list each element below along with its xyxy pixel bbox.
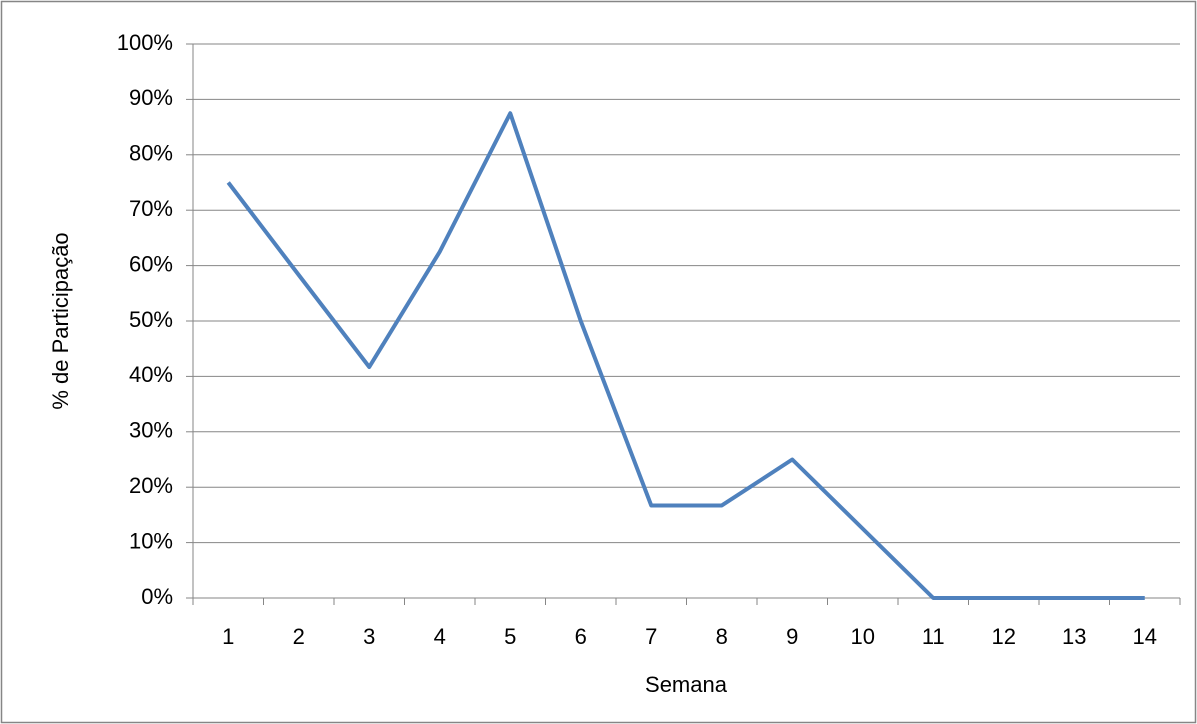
y-tick-label: 50% (129, 307, 173, 332)
y-tick-label: 40% (129, 362, 173, 387)
y-tick-label: 30% (129, 418, 173, 443)
x-tick-label: 9 (786, 624, 798, 649)
x-tick-label: 12 (992, 624, 1016, 649)
x-tick-label: 11 (922, 624, 945, 649)
y-tick-label: 90% (129, 85, 173, 110)
x-tick-label: 14 (1133, 624, 1157, 649)
x-tick-label: 3 (363, 624, 375, 649)
y-tick-label: 10% (129, 528, 173, 553)
x-tick-label: 4 (434, 624, 446, 649)
x-tick-label: 2 (293, 624, 305, 649)
y-tick-label: 100% (117, 30, 173, 55)
x-tick-label: 8 (716, 624, 728, 649)
x-tick-label: 1 (222, 624, 234, 649)
data-line (226, 111, 1145, 600)
y-axis-label: % de Participação (48, 232, 73, 409)
y-tick-label: 80% (129, 141, 173, 166)
y-tick-label: 70% (129, 196, 173, 221)
x-axis-label: Semana (645, 672, 728, 697)
y-tick-label: 20% (129, 473, 173, 498)
x-tick-label: 13 (1062, 624, 1086, 649)
x-tick-label: 6 (575, 624, 587, 649)
x-tick-label: 10 (851, 624, 875, 649)
x-tick-label: 5 (504, 624, 516, 649)
y-tick-label: 60% (129, 251, 173, 276)
x-tick-label: 7 (645, 624, 657, 649)
y-tick-label: 0% (141, 584, 173, 609)
